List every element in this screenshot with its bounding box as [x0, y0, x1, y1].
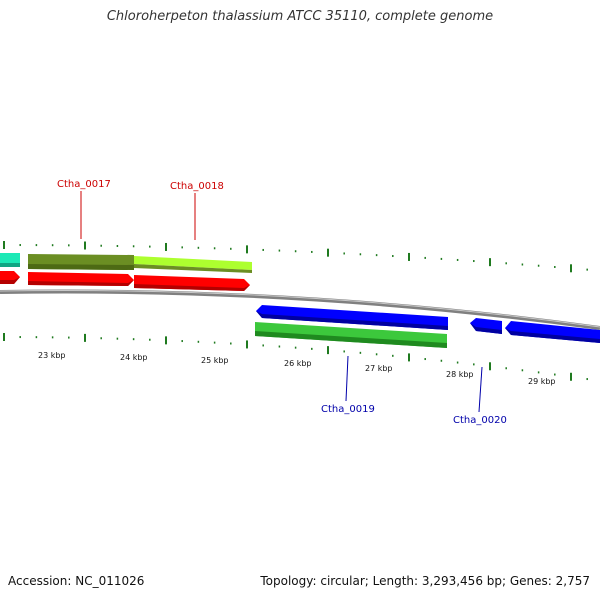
label-ctha-0018[interactable]: Ctha_0018 — [170, 181, 224, 192]
forward-feature-track — [0, 253, 252, 291]
cds-arrow-ctha-0019-shade — [256, 311, 448, 330]
genome-backbone — [0, 289, 600, 330]
cds-arrow-ctha-0020-shade — [470, 323, 502, 334]
gene-green-ctha-0019-shade — [255, 331, 447, 348]
cds-arrow-right-shade — [505, 328, 600, 343]
gene-teal-shade — [0, 263, 20, 267]
map-title: Chloroherpeton thalassium ATCC 35110, co… — [106, 9, 494, 24]
label-ctha-0017[interactable]: Ctha_0017 — [57, 179, 111, 190]
kbp-label: 27 kbp — [365, 364, 393, 373]
leader-ctha-0020 — [478, 366, 483, 413]
gene-olive-shade — [28, 264, 134, 270]
cds-arrow-ctha-0018-shade — [134, 284, 250, 291]
topology-label: Topology: circular; Length: 3,293,456 bp… — [260, 574, 590, 588]
label-ctha-0019[interactable]: Ctha_0019 — [321, 404, 375, 415]
kbp-scale: 23 kbp 24 kbp 25 kbp 26 kbp 27 kbp 28 kb… — [38, 351, 556, 386]
cds-arrow-ctha-0017-shade — [28, 280, 134, 286]
gene-lime-segment[interactable] — [134, 256, 252, 270]
reverse-feature-track — [255, 305, 600, 348]
kbp-label: 28 kbp — [446, 370, 474, 379]
genome-backbone-highlight — [0, 289, 600, 328]
kbp-label: 29 kbp — [528, 377, 556, 386]
gene-lime-olive-segment — [134, 264, 252, 273]
kbp-label: 24 kbp — [120, 353, 148, 362]
gene-labels: Ctha_0017 Ctha_0018 Ctha_0019 Ctha_0020 — [57, 179, 507, 426]
inner-tick-row — [3, 333, 588, 381]
kbp-label: 23 kbp — [38, 351, 66, 360]
kbp-label: 25 kbp — [201, 356, 229, 365]
leader-ctha-0019 — [345, 355, 349, 402]
cds-arrow-left-shade — [0, 277, 20, 284]
accession-label: Accession: NC_011026 — [8, 574, 145, 588]
label-ctha-0020[interactable]: Ctha_0020 — [453, 415, 507, 426]
kbp-label: 26 kbp — [284, 359, 312, 368]
outer-tick-row — [3, 241, 588, 273]
